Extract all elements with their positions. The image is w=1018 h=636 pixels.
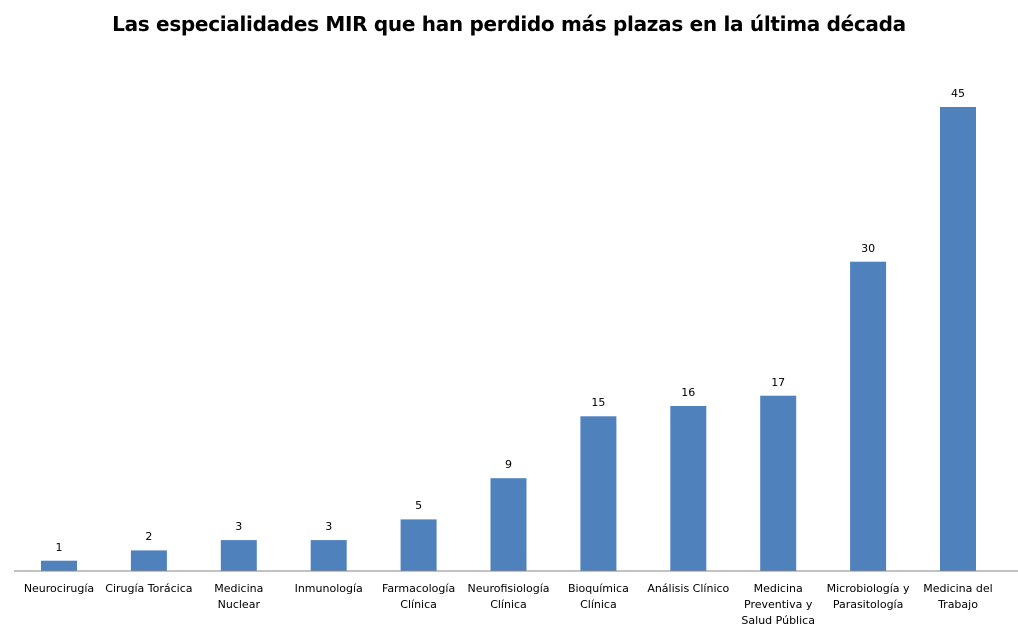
- category-label-line: Preventiva y: [744, 598, 813, 611]
- category-label-1: Cirugía Torácica: [99, 581, 199, 597]
- data-label-7: 16: [681, 386, 696, 400]
- category-label-7: Análisis Clínico: [638, 581, 738, 597]
- category-label-line: Neurofisiología: [467, 582, 550, 595]
- category-label-line: Nuclear: [217, 598, 260, 611]
- category-label-line: Clínica: [400, 598, 437, 611]
- data-label-3: 3: [325, 520, 333, 534]
- bar-0: [41, 560, 77, 571]
- category-label-5: Neurofisiología Clínica: [459, 581, 559, 613]
- category-label-8: Medicina Preventiva y Salud Pública: [728, 581, 828, 629]
- category-label-line: Trabajo: [938, 598, 978, 611]
- bar-3: [310, 540, 347, 571]
- bar-6: [580, 416, 617, 571]
- bars-layer: [41, 107, 976, 571]
- data-label-9: 30: [861, 241, 876, 255]
- category-label-line: Parasitología: [832, 598, 904, 611]
- category-label-line: Medicina del: [923, 582, 993, 595]
- category-label-line: Neurocirugía: [23, 582, 95, 595]
- category-label-line: Bioquímica: [567, 582, 629, 595]
- category-label-9: Microbiología y Parasitología: [818, 581, 918, 613]
- category-label-line: Farmacología: [382, 582, 456, 595]
- bar-8: [760, 395, 797, 571]
- category-label-line: Clínica: [580, 598, 617, 611]
- bar-7: [670, 406, 707, 571]
- data-label-6: 15: [591, 396, 606, 410]
- category-label-line: Cirugía Torácica: [105, 582, 193, 595]
- bar-2: [220, 540, 257, 571]
- bar-9: [850, 261, 887, 571]
- bar-1: [130, 550, 167, 571]
- category-label-10: Medicina del Trabajo: [908, 581, 1008, 613]
- category-label-2: Medicina Nuclear: [189, 581, 289, 613]
- chart-title: Las especialidades MIR que han perdido m…: [112, 12, 906, 36]
- data-label-0: 1: [55, 540, 63, 554]
- category-label-line: Salud Pública: [741, 614, 815, 627]
- category-label-6: Bioquímica Clínica: [548, 581, 648, 613]
- data-label-2: 3: [235, 520, 243, 534]
- bar-5: [490, 478, 527, 571]
- category-label-line: Análisis Clínico: [647, 582, 730, 595]
- category-label-4: Farmacología Clínica: [369, 581, 469, 613]
- data-label-8: 17: [771, 375, 786, 389]
- category-label-3: Inmunología: [279, 581, 379, 597]
- bar-10: [940, 107, 976, 571]
- category-label-line: Clínica: [490, 598, 527, 611]
- category-label-line: Medicina: [753, 582, 803, 595]
- category-label-0: Neurocirugía: [9, 581, 109, 597]
- data-label-1: 2: [145, 530, 153, 544]
- category-label-line: Inmunología: [294, 582, 363, 595]
- data-label-5: 9: [505, 458, 512, 472]
- data-label-10: 45: [951, 87, 965, 100]
- bar-4: [400, 519, 437, 571]
- category-label-line: Microbiología y: [826, 582, 910, 595]
- category-label-line: Medicina: [214, 582, 264, 595]
- data-label-4: 5: [415, 499, 423, 513]
